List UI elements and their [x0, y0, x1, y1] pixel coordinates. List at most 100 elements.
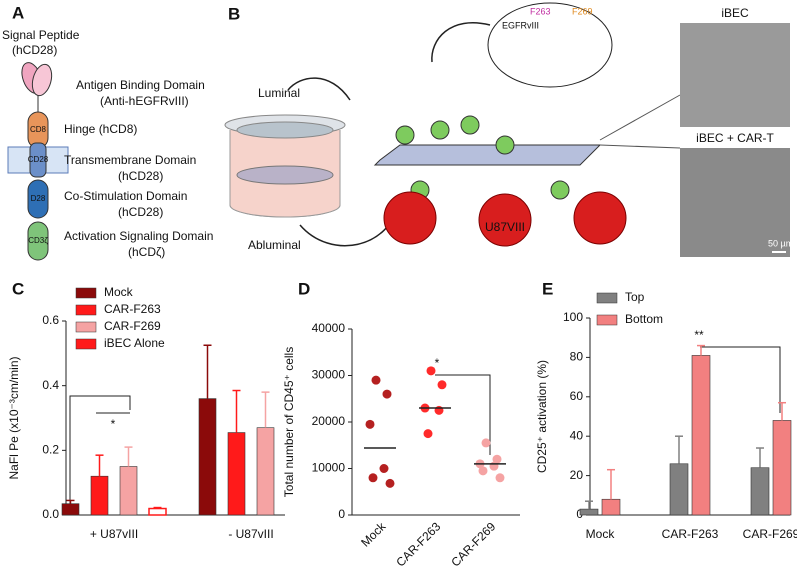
- legend-label: Bottom: [625, 312, 663, 326]
- y-tick-label: 100: [563, 310, 583, 324]
- bar: [750, 467, 770, 516]
- y-axis-label: CD25⁺ activation (%): [535, 360, 549, 473]
- label: (hCDζ): [128, 245, 165, 259]
- label: Activation Signaling Domain: [64, 229, 213, 243]
- bar: [227, 432, 246, 516]
- y-tick-label: 20000: [312, 414, 346, 428]
- data-point: [371, 375, 381, 385]
- bar: [691, 355, 711, 516]
- panel-letter: C: [12, 279, 24, 298]
- data-point: [437, 380, 447, 390]
- label: U87VIII: [485, 220, 525, 234]
- data-point: [481, 438, 491, 448]
- legend-swatch: [75, 338, 97, 350]
- bar: [119, 466, 138, 516]
- x-tick-label: Mock: [358, 519, 389, 550]
- label: Hinge (hCD8): [64, 122, 137, 136]
- data-point: [495, 473, 505, 483]
- legend-swatch: [596, 292, 618, 304]
- data-point: [478, 466, 488, 476]
- label: (Anti-hEGFRvIII): [100, 94, 189, 108]
- x-tick-label: CAR-F269: [743, 527, 797, 541]
- bar: [601, 498, 621, 516]
- label: (hCD28): [118, 169, 163, 183]
- label: EGFRvIII: [502, 20, 539, 30]
- legend-label: CAR-F263: [104, 302, 161, 316]
- x-tick-label: CAR-F263: [393, 519, 443, 569]
- significance-bracket: [435, 374, 491, 455]
- legend-label: Top: [625, 290, 645, 304]
- legend-label: CAR-F269: [104, 319, 161, 333]
- bar: [772, 420, 792, 516]
- y-tick-label: 0.0: [42, 507, 59, 521]
- segment-label: CD28: [28, 155, 49, 164]
- y-tick-label: 40: [570, 428, 584, 442]
- y-tick-label: 0.2: [42, 443, 59, 457]
- annotation: *: [111, 417, 116, 431]
- transwell-diagram: [224, 2, 790, 257]
- image-label: iBEC: [721, 6, 749, 20]
- data-point: [426, 366, 436, 376]
- car-construct: [7, 62, 69, 261]
- legend-label: iBEC Alone: [104, 336, 165, 350]
- label: Co-Stimulation Domain: [64, 189, 187, 203]
- bar: [148, 507, 167, 516]
- label: Antigen Binding Domain: [76, 78, 205, 92]
- data-point: [365, 419, 375, 429]
- label: Transmembrane Domain: [64, 153, 196, 167]
- y-tick-label: 80: [570, 350, 584, 364]
- data-point: [423, 429, 433, 439]
- y-tick-label: 0: [338, 507, 345, 521]
- panel-letter: D: [298, 279, 310, 298]
- x-tick-label: - U87vIII: [228, 527, 273, 541]
- data-point: [492, 454, 502, 464]
- bar: [198, 398, 217, 516]
- y-tick-label: 40000: [312, 321, 346, 335]
- charts: C NaFl Pe (x10⁻³cm/min) 0.0 0.2 0.4 0.6 + U87v…: [7, 279, 797, 569]
- y-tick-label: 0.6: [42, 313, 59, 327]
- data-point: [379, 464, 389, 473]
- y-tick-label: 0.4: [42, 378, 59, 392]
- x-tick-label: CAR-F269: [448, 519, 498, 569]
- y-axis-label: NaFl Pe (x10⁻³cm/min): [7, 356, 21, 479]
- segment-label: D28: [31, 194, 46, 203]
- data-point: [434, 405, 444, 415]
- legend-swatch: [75, 287, 97, 299]
- legend-swatch: [75, 304, 97, 316]
- data-point: [385, 478, 395, 488]
- annotation: **: [694, 328, 704, 342]
- label: Abluminal: [248, 238, 301, 252]
- label: Luminal: [258, 86, 300, 100]
- legend-swatch: [75, 321, 97, 333]
- significance-bracket: [700, 346, 781, 413]
- y-tick-label: 60: [570, 389, 584, 403]
- y-tick-label: 30000: [312, 368, 346, 382]
- x-tick-label: + U87vIII: [90, 527, 138, 541]
- legend-swatch: [596, 314, 618, 326]
- bar: [256, 427, 275, 516]
- label: (hCD28): [12, 43, 57, 57]
- data-point: [382, 389, 392, 399]
- scale-label: 50 µm: [768, 238, 793, 248]
- x-tick-label: Mock: [586, 527, 616, 541]
- bar: [669, 463, 689, 516]
- annotation: *: [435, 356, 440, 370]
- data-point: [489, 461, 499, 471]
- panel-letter: E: [542, 279, 553, 298]
- bar: [579, 508, 599, 516]
- y-tick-label: 20: [570, 468, 584, 482]
- bar: [90, 475, 109, 516]
- image-label: iBEC + CAR-T: [696, 131, 774, 145]
- label: F263: [530, 6, 551, 16]
- panel-letter: A: [12, 3, 24, 22]
- segment-label: CD8: [30, 125, 47, 134]
- y-axis-label: Total number of CD45⁺ cells: [282, 347, 296, 497]
- segment-label: CD3ζ: [28, 236, 48, 245]
- data-point: [368, 473, 378, 483]
- label: F269: [572, 6, 593, 16]
- x-tick-label: CAR-F263: [662, 527, 719, 541]
- bar: [61, 503, 80, 516]
- label: (hCD28): [118, 205, 163, 219]
